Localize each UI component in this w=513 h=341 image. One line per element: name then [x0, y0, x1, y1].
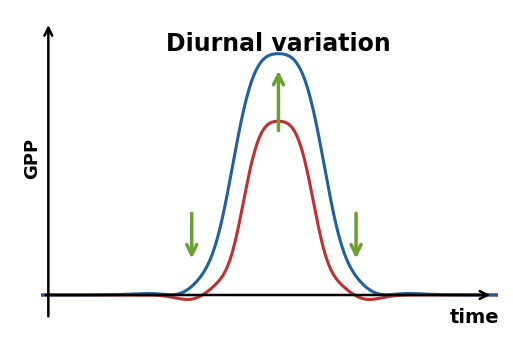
Text: Diurnal variation: Diurnal variation: [166, 32, 391, 56]
Text: GPP: GPP: [23, 138, 41, 179]
Text: time: time: [450, 308, 500, 327]
